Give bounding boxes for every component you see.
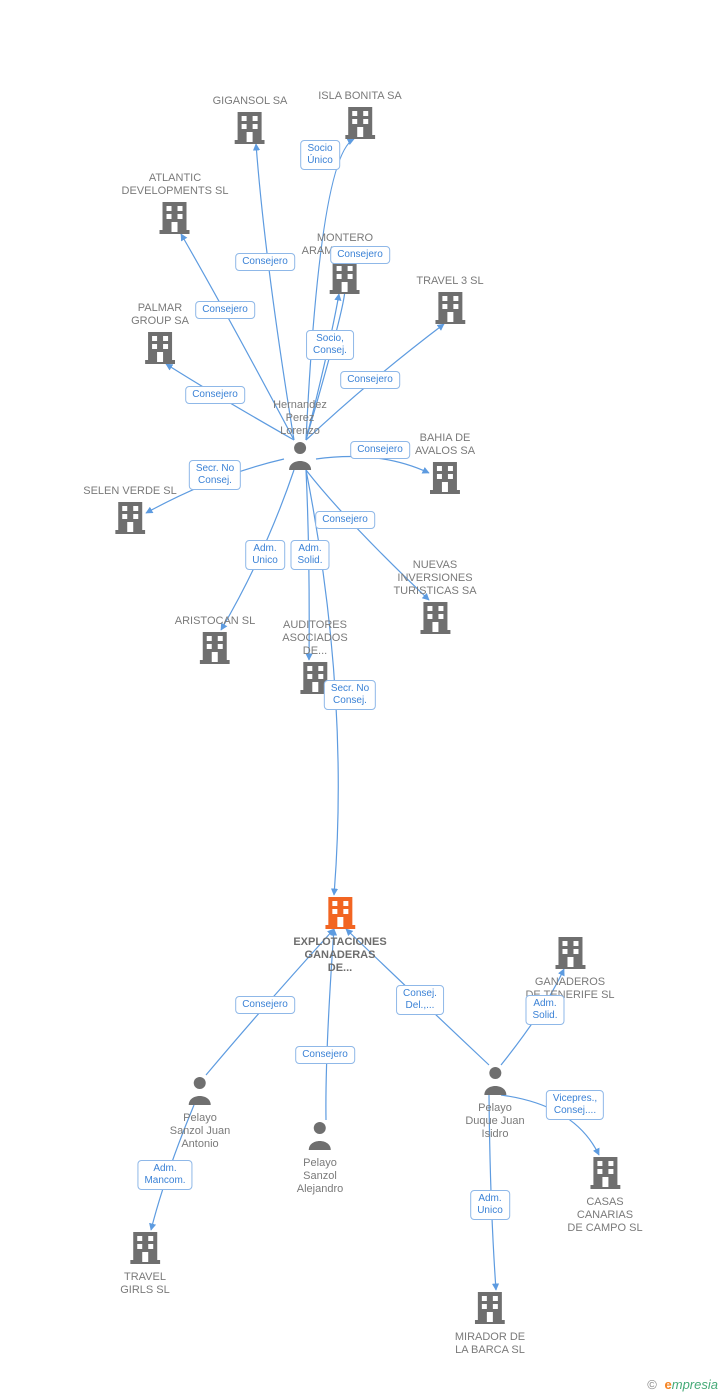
building-icon [83, 500, 177, 539]
node-label: Hernandez Perez Lorenzo [273, 399, 327, 438]
node-label: TRAVEL GIRLS SL [120, 1271, 170, 1297]
node-label: CASAS CANARIAS DE CAMPO SL [567, 1196, 642, 1235]
company-node-atlantic[interactable]: ATLANTIC DEVELOPMENTS SL [122, 172, 229, 239]
company-node-ganaderos[interactable]: GANADEROS DE TENERIFE SL [525, 935, 614, 1002]
edge-label: Consejero [315, 511, 375, 529]
node-label: AUDITORES ASOCIADOS DE... [282, 619, 347, 658]
company-node-travel3[interactable]: TRAVEL 3 SL [416, 275, 483, 329]
edge-label: Adm. Solid. [525, 995, 564, 1025]
node-label: Pelayo Sanzol Alejandro [297, 1157, 343, 1196]
person-node-psanzolja[interactable]: Pelayo Sanzol Juan Antonio [170, 1075, 231, 1151]
person-icon [465, 1065, 524, 1100]
person-icon [297, 1120, 343, 1155]
building-icon [302, 260, 389, 299]
person-node-psanzola[interactable]: Pelayo Sanzol Alejandro [297, 1120, 343, 1196]
building-icon [122, 200, 229, 239]
building-icon [416, 290, 483, 329]
node-label: BAHIA DE AVALOS SA [415, 432, 475, 458]
node-label: Pelayo Duque Juan Isidro [465, 1102, 524, 1141]
company-node-explot[interactable]: EXPLOTACIONES GANADERAS DE... [293, 895, 386, 975]
node-label: Pelayo Sanzol Juan Antonio [170, 1112, 231, 1151]
edge-label: Secr. No Consej. [189, 460, 241, 490]
edge-label: Consej. Del.,... [396, 985, 444, 1015]
building-icon [175, 630, 256, 669]
node-label: ARISTOCAN SL [175, 615, 256, 628]
brand-first-letter: e [665, 1377, 672, 1392]
edge-label: Adm. Unico [245, 540, 285, 570]
diagram-canvas: GIGANSOL SA ISLA BONITA SA ATLANTIC DEVE… [0, 0, 728, 1400]
edge-label: Consejero [295, 1046, 355, 1064]
node-label: TRAVEL 3 SL [416, 275, 483, 288]
edge-label: Consejero [330, 246, 390, 264]
copyright-symbol: © [647, 1377, 657, 1392]
company-node-travelg[interactable]: TRAVEL GIRLS SL [120, 1230, 170, 1297]
node-label: NUEVAS INVERSIONES TURISTICAS SA [393, 559, 476, 598]
edge-label: Adm. Unico [470, 1190, 510, 1220]
edge-label: Socio Único [300, 140, 340, 170]
person-icon [273, 440, 327, 475]
edge-label: Consejero [235, 253, 295, 271]
company-node-isla[interactable]: ISLA BONITA SA [318, 90, 402, 144]
edge-label: Consejero [350, 441, 410, 459]
building-icon [120, 1230, 170, 1269]
person-node-hernandez[interactable]: Hernandez Perez Lorenzo [273, 399, 327, 475]
edge-label: Socio, Consej. [306, 330, 354, 360]
company-node-montero[interactable]: MONTERO ARAMBURU SLP [302, 232, 389, 299]
edge-label: Consejero [195, 301, 255, 319]
company-node-gigansol[interactable]: GIGANSOL SA [213, 95, 288, 149]
company-node-palmar[interactable]: PALMAR GROUP SA [131, 302, 189, 369]
company-node-aristocan[interactable]: ARISTOCAN SL [175, 615, 256, 669]
company-node-selen[interactable]: SELEN VERDE SL [83, 485, 177, 539]
node-label: ATLANTIC DEVELOPMENTS SL [122, 172, 229, 198]
edge-line [256, 144, 294, 440]
node-label: PALMAR GROUP SA [131, 302, 189, 328]
building-icon [567, 1155, 642, 1194]
building-icon [393, 600, 476, 639]
edge-label: Consejero [340, 371, 400, 389]
edge-label: Secr. No Consej. [324, 680, 376, 710]
person-node-pduque[interactable]: Pelayo Duque Juan Isidro [465, 1065, 524, 1141]
node-label: EXPLOTACIONES GANADERAS DE... [293, 936, 386, 975]
building-icon [318, 105, 402, 144]
edge-label: Consejero [185, 386, 245, 404]
building-icon [415, 460, 475, 499]
person-icon [170, 1075, 231, 1110]
building-icon [293, 895, 386, 934]
company-node-casas[interactable]: CASAS CANARIAS DE CAMPO SL [567, 1155, 642, 1235]
brand-rest: mpresia [672, 1377, 718, 1392]
building-icon [213, 110, 288, 149]
watermark: © empresia [647, 1377, 718, 1392]
company-node-bahia[interactable]: BAHIA DE AVALOS SA [415, 432, 475, 499]
edge-label: Vicepres., Consej.... [546, 1090, 604, 1120]
building-icon [131, 330, 189, 369]
company-node-mirador[interactable]: MIRADOR DE LA BARCA SL [455, 1290, 525, 1357]
company-node-nuevas[interactable]: NUEVAS INVERSIONES TURISTICAS SA [393, 559, 476, 639]
edge-label: Adm. Solid. [290, 540, 329, 570]
node-label: SELEN VERDE SL [83, 485, 177, 498]
edge-label: Consejero [235, 996, 295, 1014]
building-icon [525, 935, 614, 974]
building-icon [455, 1290, 525, 1329]
edge-label: Adm. Mancom. [137, 1160, 192, 1190]
node-label: GIGANSOL SA [213, 95, 288, 108]
node-label: ISLA BONITA SA [318, 90, 402, 103]
node-label: MIRADOR DE LA BARCA SL [455, 1331, 525, 1357]
